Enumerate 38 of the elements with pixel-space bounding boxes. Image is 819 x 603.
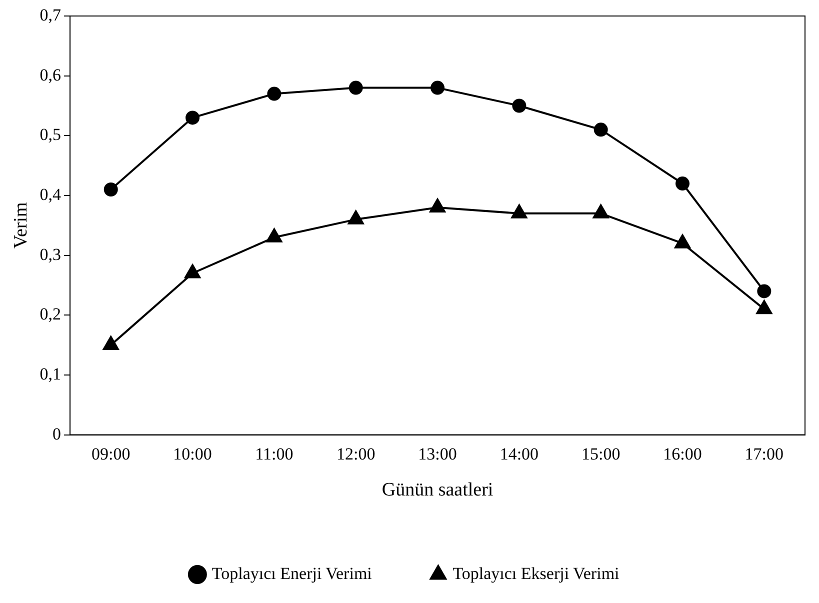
point [756, 300, 772, 314]
y-tick-label: 0,6 [40, 65, 62, 84]
x-tick-label: 11:00 [255, 444, 294, 464]
x-tick-label: 09:00 [92, 444, 130, 464]
point [348, 210, 364, 224]
point [348, 80, 363, 95]
point [592, 204, 609, 218]
point [674, 234, 690, 248]
y-tick-label: 0 [52, 424, 62, 444]
y-tick-label: 0,3 [40, 244, 62, 264]
y-tick-label: 0,4 [40, 184, 62, 204]
x-tick-label: 17:00 [744, 444, 784, 464]
y-axis-title: Verim [10, 202, 32, 249]
y-tick-label: 0,2 [40, 304, 62, 324]
y-tick-label: 0,5 [40, 125, 62, 144]
point [511, 204, 528, 218]
point [267, 86, 282, 101]
point [512, 98, 526, 113]
x-tick-label: 15:00 [581, 444, 620, 464]
legend-label: Toplayıcı Ekserji Verimi [452, 564, 620, 583]
y-tick-label: 0,1 [40, 364, 62, 384]
point [102, 336, 119, 350]
point [184, 264, 200, 278]
point [594, 122, 608, 137]
point [430, 80, 445, 95]
legend-label: Toplayıcı Enerji Verimi [212, 564, 372, 583]
x-tick-label: 14:00 [500, 444, 539, 464]
x-tick-label: 12:00 [336, 444, 376, 464]
x-tick-label: 13:00 [418, 444, 457, 464]
point [104, 182, 118, 197]
x-axis-title: Günün saatleri [382, 480, 494, 501]
point [266, 228, 282, 242]
point [186, 110, 200, 125]
y-tick-label: 0,7 [40, 5, 62, 24]
x-tick-label: 16:00 [663, 444, 702, 464]
x-tick-label: 10:00 [173, 444, 212, 464]
point [430, 198, 446, 212]
point [676, 176, 690, 191]
